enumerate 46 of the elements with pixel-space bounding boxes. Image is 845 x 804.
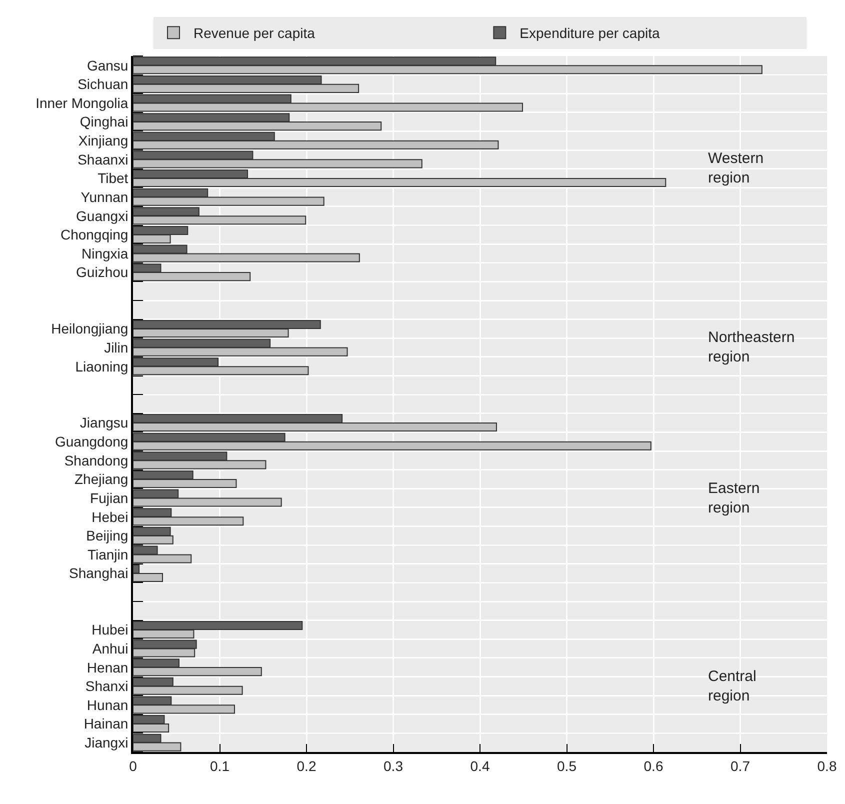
y-tick-label: Tibet (98, 170, 128, 186)
y-tick-label: Anhui (92, 640, 128, 656)
legend-label: Revenue per capita (194, 25, 316, 42)
annotation: Central region (708, 668, 756, 704)
annotation: Eastern region (708, 480, 760, 516)
y-tick-label: Jilin (104, 339, 128, 356)
y-tick-label: Ningxia (81, 245, 128, 262)
y-tick-label: Jiangsu (80, 414, 128, 431)
x-tick-label: 0.2 (296, 758, 316, 774)
y-tick-label: Hainan (84, 716, 128, 732)
y-tick-label: Chongqing (60, 226, 128, 243)
y-tick-label: Inner Mongolia (36, 94, 128, 111)
y-tick-label: Jiangxi (84, 734, 128, 750)
y-tick-label: Heilongjiang (51, 320, 128, 337)
y-tick-label: Hebei (92, 508, 128, 525)
y-tick-label: Guangxi (76, 208, 128, 224)
y-tick-label: Yunnan (80, 188, 128, 205)
y-tick-label: Shaanxi (78, 151, 128, 168)
x-tick-label: 0.4 (470, 758, 490, 774)
y-tick-label: Zhejiang (74, 471, 128, 488)
x-tick-label: 0.1 (210, 758, 230, 774)
y-tick-label: Fujian (90, 490, 128, 506)
annotation: Western region (708, 150, 764, 186)
x-tick-label: 0 (129, 758, 138, 774)
x-tick-label: 0.3 (384, 758, 404, 774)
y-tick-label: Sichuan (78, 76, 128, 92)
y-tick-label: Liaoning (75, 358, 128, 374)
y-tick-label: Guangdong (55, 434, 128, 450)
y-tick-label: Guizhou (76, 264, 128, 280)
y-tick-label: Henan (86, 659, 128, 676)
x-tick-label: 0.8 (817, 758, 837, 774)
legend-label: Expenditure per capita (520, 25, 660, 42)
y-tick-label: Hubei (92, 622, 128, 638)
y-tick-label: Xinjiang (78, 132, 128, 149)
y-tick-label: Gansu (86, 57, 128, 74)
x-tick-label: 0.5 (557, 758, 577, 774)
y-tick-label: Shandong (64, 452, 128, 468)
x-tick-label: 0.7 (730, 758, 750, 774)
y-tick-label: Tianjin (87, 546, 128, 562)
x-tick-label: 0.6 (644, 758, 664, 774)
y-tick-label: Shanghai (69, 565, 128, 582)
y-tick-label: Hunan (86, 696, 128, 713)
y-tick-label: Beijing (86, 528, 128, 544)
y-tick-label: Qinghai (80, 114, 128, 130)
y-tick-label: Shanxi (85, 678, 128, 694)
annotation: Northeastern region (708, 329, 795, 366)
